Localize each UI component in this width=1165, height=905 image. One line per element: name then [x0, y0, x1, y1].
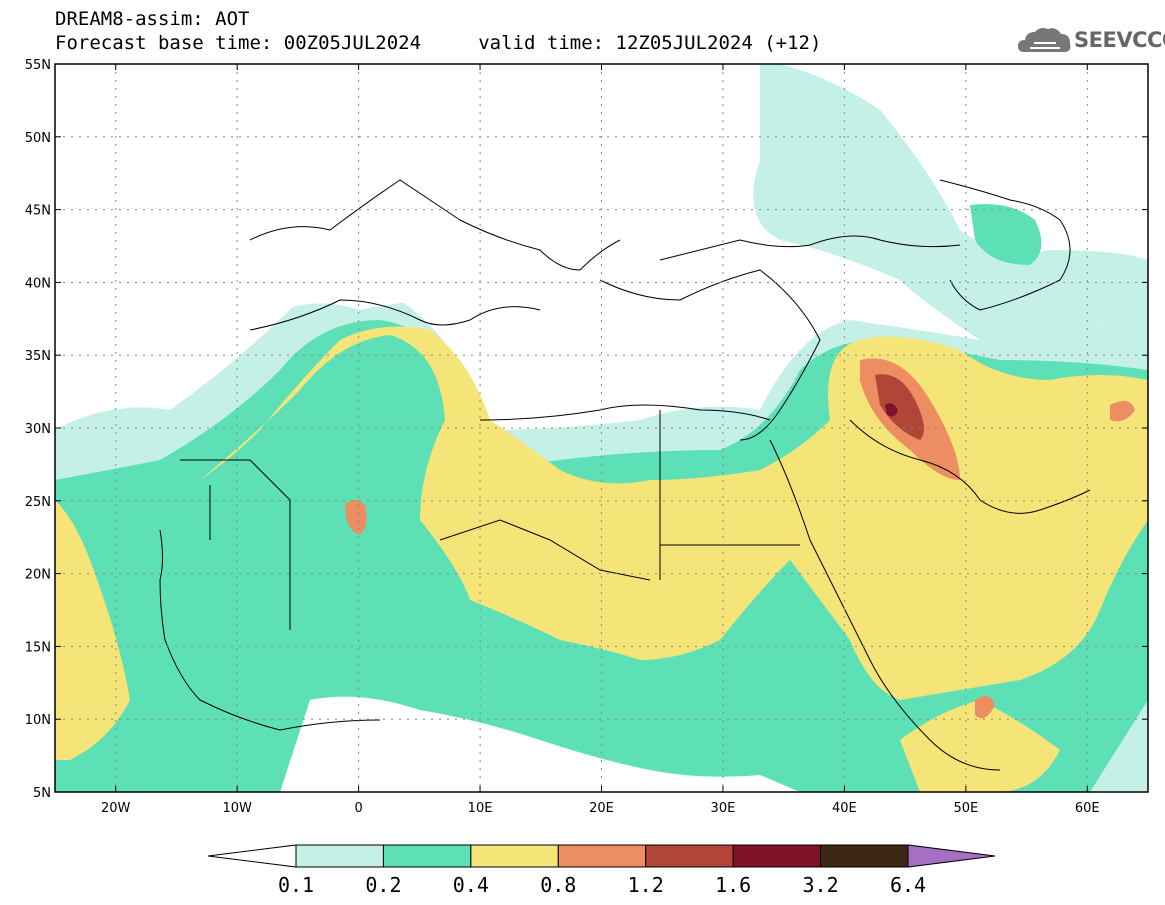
- lat-labels: 55N 50N 45N 40N 35N 30N 25N 20N 15N 10N 5N: [25, 58, 51, 801]
- colorbar-labels: 0.1 0.2 0.4 0.8 1.2 1.6 3.2 6.4: [278, 873, 926, 897]
- colorbar-swatch: [382, 844, 472, 868]
- lat-label: 50N: [25, 131, 51, 146]
- lat-label: 35N: [25, 349, 51, 364]
- lon-labels: 20W 10W 0 10E 20E 30E 40E 50E 60E: [101, 801, 1100, 816]
- lat-label: 40N: [25, 276, 51, 291]
- colorbar-label: 0.2: [365, 873, 401, 897]
- colorbar-label: 1.2: [628, 873, 664, 897]
- aot-field: [55, 64, 1148, 792]
- colorbar-swatch: [732, 844, 822, 868]
- lat-label: 45N: [25, 204, 51, 219]
- lon-label: 50E: [953, 801, 978, 816]
- lat-label: 30N: [25, 422, 51, 437]
- colorbar-swatch: [557, 844, 647, 868]
- colorbar-label: 6.4: [890, 873, 926, 897]
- colorbar: [207, 844, 996, 868]
- colorbar-swatch: [295, 844, 384, 868]
- colorbar-low-arrow: [207, 844, 297, 868]
- lon-label: 0: [354, 801, 362, 816]
- lat-label: 20N: [25, 568, 51, 583]
- lon-label: 10E: [468, 801, 493, 816]
- seevccc-logo: SEEVCCC: [1074, 28, 1165, 52]
- colorbar-label: 3.2: [803, 873, 839, 897]
- lon-label: 20W: [101, 801, 131, 816]
- colorbar-swatch: [645, 844, 734, 868]
- lat-label: 15N: [25, 640, 51, 655]
- map-grid: [55, 64, 1148, 792]
- lon-label: 30E: [711, 801, 736, 816]
- colorbar-label: 0.1: [278, 873, 314, 897]
- map-title: DREAM8-assim: AOT: [55, 8, 250, 30]
- lon-label: 20E: [589, 801, 614, 816]
- coastlines: [159, 179, 1091, 771]
- colorbar-swatch: [470, 844, 559, 868]
- lat-label: 10N: [25, 713, 51, 728]
- colorbar-label: 1.6: [715, 873, 751, 897]
- colorbar-label: 0.4: [453, 873, 489, 897]
- colorbar-label: 0.8: [540, 873, 576, 897]
- forecast-times: Forecast base time: 00Z05JUL2024 valid t…: [55, 32, 822, 54]
- lon-label: 10W: [222, 801, 252, 816]
- colorbar-high-arrow: [907, 844, 996, 868]
- colorbar-swatch: [820, 844, 909, 868]
- map-ticks: [55, 63, 1148, 793]
- lat-label: 25N: [25, 495, 51, 510]
- lon-label: 40E: [832, 801, 857, 816]
- lat-label: 5N: [33, 786, 51, 801]
- lon-label: 60E: [1075, 801, 1100, 816]
- lat-label: 55N: [25, 58, 51, 73]
- cloud-icon: [1018, 28, 1071, 52]
